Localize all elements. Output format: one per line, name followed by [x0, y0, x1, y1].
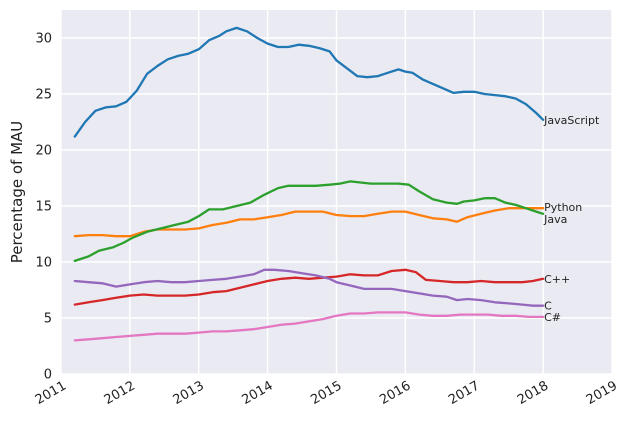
x-tick-label: 2014 — [239, 378, 275, 408]
x-tick-label: 2018 — [515, 378, 551, 408]
y-tick-label: 5 — [44, 312, 52, 327]
x-tick-label: 2012 — [102, 378, 138, 408]
y-tick-label: 30 — [35, 32, 52, 47]
y-axis-ticks: 0 5 10 15 20 25 30 — [35, 32, 52, 383]
series-line-cplusplus — [73, 268, 545, 306]
x-tick-label: 2013 — [171, 378, 207, 408]
x-tick-label: 2017 — [446, 378, 482, 408]
series-label-c: C — [544, 300, 552, 313]
series-lines — [73, 26, 545, 342]
series-line-c — [73, 268, 545, 307]
series-line-javascript — [73, 26, 545, 138]
y-axis-title: Percentage of MAU — [8, 121, 26, 264]
y-tick-label: 25 — [35, 88, 52, 103]
series-label-csharp: C# — [544, 311, 561, 324]
x-axis-ticks: 2011 2012 2013 2014 2015 2016 2017 2018 2019 — [33, 378, 620, 408]
y-tick-label: 10 — [35, 256, 52, 271]
series-label-javascript: JavaScript — [543, 114, 600, 127]
series-line-csharp — [73, 311, 545, 342]
grid — [60, 10, 613, 375]
y-tick-label: 20 — [35, 144, 52, 159]
x-tick-label: 2011 — [33, 378, 69, 408]
x-tick-label: 2016 — [377, 378, 413, 408]
x-tick-label: 2015 — [308, 378, 344, 408]
x-tick-label: 2019 — [584, 378, 620, 408]
series-label-java: Java — [543, 213, 567, 226]
series-label-cplusplus: C++ — [544, 273, 570, 286]
y-tick-label: 0 — [44, 368, 52, 383]
series-label-python: Python — [544, 201, 582, 214]
series-line-java — [73, 180, 545, 263]
y-tick-label: 15 — [35, 200, 52, 215]
